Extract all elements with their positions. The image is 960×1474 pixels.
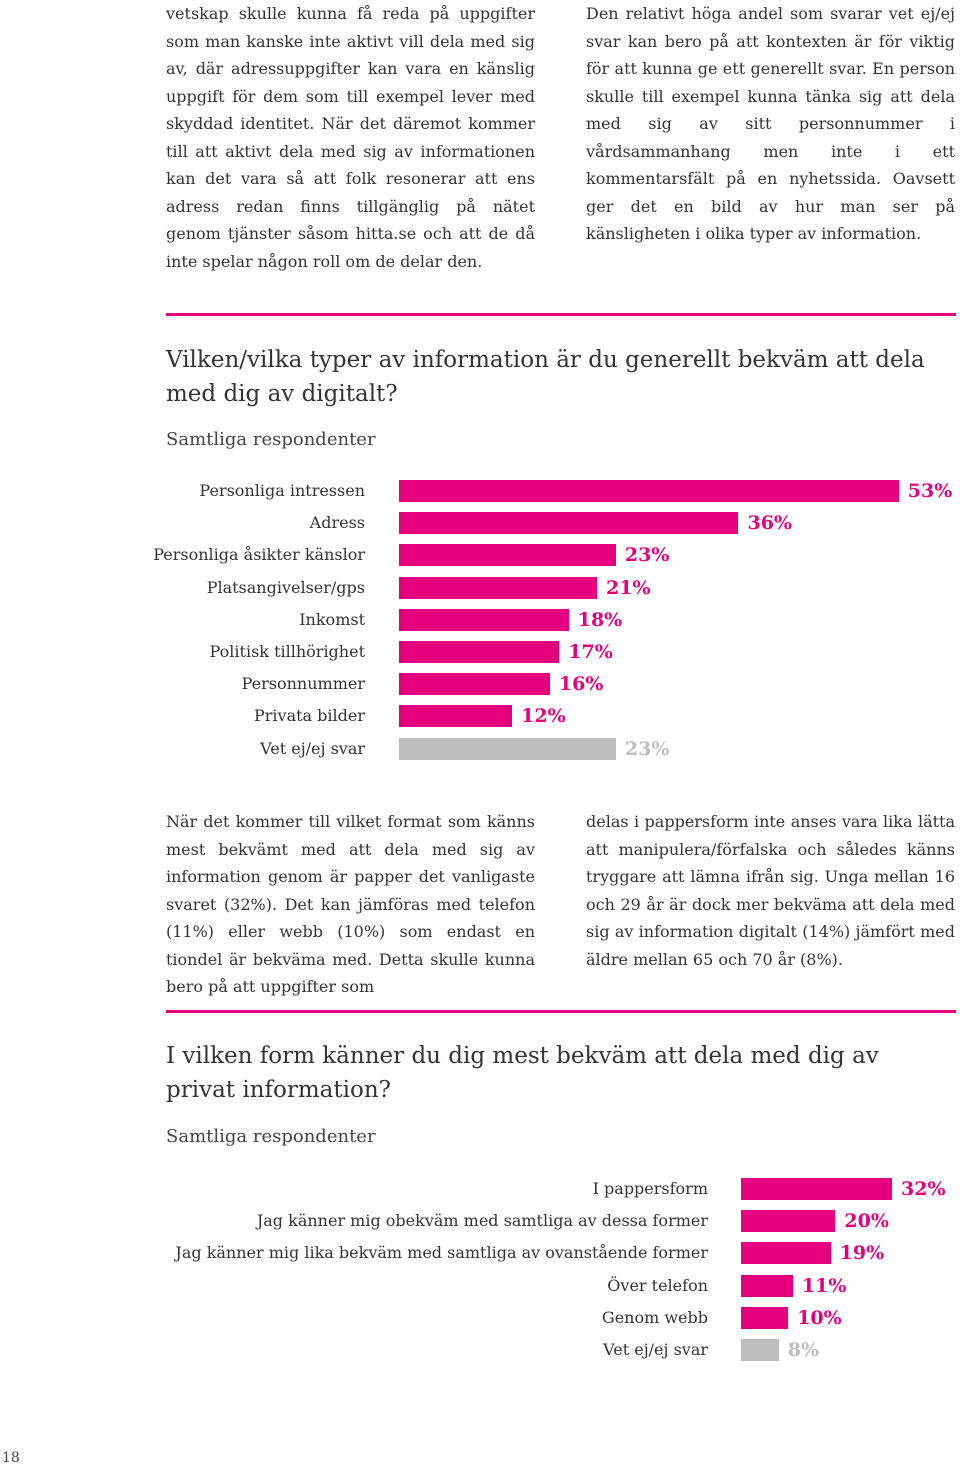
bar bbox=[399, 673, 550, 696]
bar bbox=[399, 608, 569, 631]
category-label: Genom webb bbox=[601, 1307, 708, 1327]
category-label: Över telefon bbox=[607, 1275, 708, 1295]
value-label: 36% bbox=[747, 512, 792, 535]
page-number: 18 bbox=[2, 1450, 20, 1466]
category-label: Vet ej/ej svar bbox=[260, 738, 365, 758]
bar bbox=[741, 1242, 831, 1265]
value-label: 18% bbox=[577, 608, 623, 631]
paragraph: När det kommer till vilket format som kä… bbox=[166, 812, 535, 996]
bar bbox=[399, 737, 616, 760]
bar bbox=[399, 641, 560, 663]
chart2-subtitle: Samtliga respondenter bbox=[166, 1126, 376, 1147]
category-label: I pappersform bbox=[592, 1179, 708, 1198]
chart2: I pappersform 32% Jag känner mig obekväm m… bbox=[175, 1178, 946, 1361]
paragraph: Den relativt höga andel som svarar vet e… bbox=[586, 4, 955, 243]
bar bbox=[399, 705, 513, 728]
chart1-subtitle: Samtliga respondenter bbox=[166, 429, 376, 450]
chart2-title: I vilken form känner du dig mest bekväm … bbox=[166, 1043, 879, 1103]
chart1-title: Vilken/vilka typer av information är du … bbox=[166, 347, 925, 407]
category-label: Personnummer bbox=[241, 674, 365, 694]
value-label: 12% bbox=[521, 705, 566, 728]
value-label: 21% bbox=[606, 576, 651, 599]
value-label: 23% bbox=[624, 544, 670, 567]
bar bbox=[741, 1178, 893, 1200]
value-label: 53% bbox=[907, 480, 953, 502]
value-label: 17% bbox=[568, 641, 613, 663]
category-label: Vet ej/ej svar bbox=[603, 1340, 708, 1359]
category-label: Personliga åsikter känslor bbox=[153, 545, 365, 565]
value-label: 8% bbox=[787, 1339, 820, 1361]
paragraph: vetskap skulle kunna få reda på uppgifte… bbox=[166, 4, 535, 271]
value-label: 23% bbox=[624, 737, 670, 760]
value-label: 19% bbox=[839, 1242, 885, 1265]
bar bbox=[399, 576, 598, 599]
text-column-top-left: vetskap skulle kunna få reda på uppgifte… bbox=[166, 0, 535, 275]
value-label: 32% bbox=[901, 1178, 946, 1200]
bar bbox=[741, 1339, 779, 1361]
value-label: 20% bbox=[844, 1210, 889, 1233]
chart1: Personliga intressen 53% Adress 36% Personli… bbox=[153, 480, 953, 760]
value-label: 11% bbox=[801, 1274, 847, 1297]
text-column-top-right: Den relativt höga andel som svarar vet e… bbox=[586, 0, 955, 248]
category-label: Platsangivelser/gps bbox=[206, 577, 365, 597]
section-divider-1 bbox=[166, 313, 956, 316]
bar bbox=[399, 544, 616, 567]
text-column-mid-right: delas i pappersform inte anses vara lika… bbox=[586, 808, 955, 973]
bar bbox=[741, 1306, 789, 1329]
bar bbox=[399, 512, 739, 535]
category-label: Personliga intressen bbox=[199, 481, 365, 500]
bar bbox=[741, 1210, 836, 1233]
category-label: Politisk tillhörighet bbox=[209, 642, 365, 661]
category-label: Adress bbox=[309, 513, 365, 533]
paragraph: delas i pappersform inte anses vara lika… bbox=[586, 812, 955, 969]
category-label: Jag känner mig obekväm med samtliga av d… bbox=[256, 1211, 708, 1231]
category-label: Inkomst bbox=[299, 609, 365, 629]
text-column-mid-left: När det kommer till vilket format som kä… bbox=[166, 808, 535, 1001]
category-label: Privata bilder bbox=[254, 706, 365, 726]
value-label: 10% bbox=[797, 1306, 842, 1329]
bar bbox=[399, 480, 899, 502]
category-label: Jag känner mig lika bekväm med samtliga … bbox=[175, 1243, 708, 1263]
section-divider-2 bbox=[166, 1010, 956, 1013]
value-label: 16% bbox=[558, 673, 604, 696]
bar bbox=[741, 1274, 793, 1297]
